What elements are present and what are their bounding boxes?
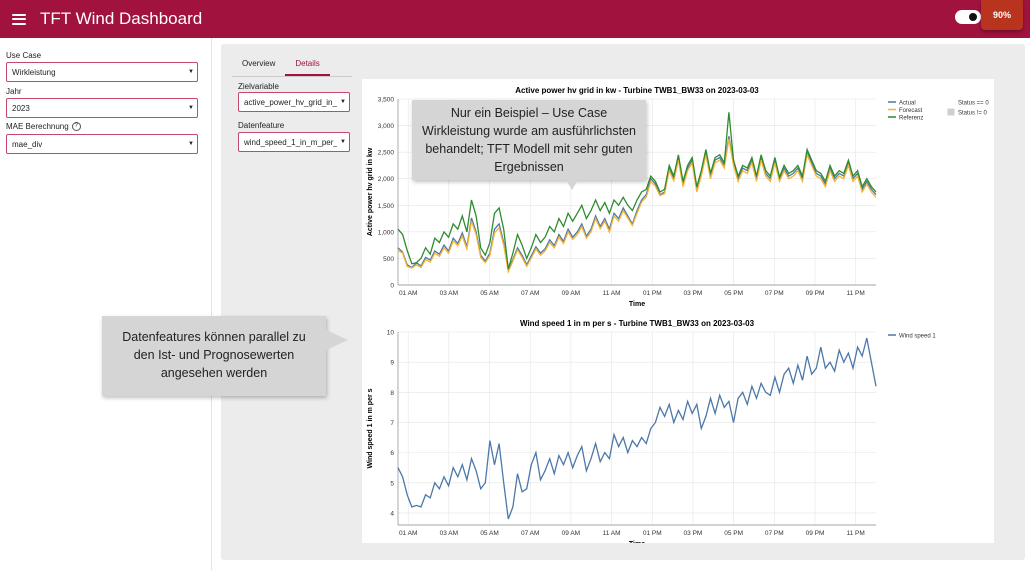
x-tick-label: 09 AM [562,530,580,537]
mae-label: MAE Berechnung [6,122,69,131]
chart-title: Wind speed 1 in m per s - Turbine TWB1_B… [520,319,755,328]
chevron-down-icon: ▼ [340,99,346,105]
y-tick-label: 6 [390,450,394,457]
sidebar [0,38,212,570]
zoom-badge: 90% [981,0,1023,30]
jahr-select[interactable]: 2023 ▼ [6,98,198,118]
legend-label: Wind speed 1 [899,333,936,339]
x-tick-label: 01 PM [643,290,662,297]
y-tick-label: 8 [390,390,394,397]
x-tick-label: 07 AM [521,290,539,297]
x-tick-label: 01 PM [643,530,662,537]
y-tick-label: 2,500 [378,150,395,157]
x-tick-label: 09 AM [562,290,580,297]
y-tick-label: 7 [390,420,394,427]
x-tick-label: 05 AM [480,290,498,297]
chart-title: Active power hv grid in kw - Turbine TWB… [515,86,759,95]
x-tick-label: 03 AM [440,290,458,297]
status-legend-label: Status != 0 [958,110,988,116]
x-tick-label: 07 AM [521,530,539,537]
legend-label: Actual [899,100,916,106]
use-case-select[interactable]: Wirkleistung ▼ [6,62,198,82]
x-tick-label: 11 PM [847,290,865,297]
toggle-knob [969,13,977,21]
annotation-left-pointer [326,330,348,350]
x-axis-label: Time [629,541,645,543]
mae-select[interactable]: mae_div ▼ [6,134,198,154]
x-tick-label: 01 AM [399,290,417,297]
x-tick-label: 05 PM [724,530,743,537]
y-tick-label: 2,000 [378,176,395,183]
y-axis-label: Wind speed 1 in m per s [367,388,374,468]
datenfeature-select[interactable]: wind_speed_1_in_m_per_s ▼ [238,132,350,152]
zielvariable-select[interactable]: active_power_hv_grid_in_kw ▼ [238,92,350,112]
y-tick-label: 3,500 [378,97,395,104]
use-case-label: Use Case [6,51,42,60]
y-tick-label: 5 [390,480,394,487]
hamburger-menu-icon[interactable] [12,13,26,25]
jahr-label: Jahr [6,87,22,96]
legend-label: Forecast [899,108,923,114]
series-line-wind-speed-1 [397,337,877,520]
zielvariable-value: active_power_hv_grid_in_kw [244,97,337,107]
chevron-down-icon: ▼ [340,139,346,145]
top-app-bar: TFT Wind Dashboard [0,0,1030,38]
legend-label: Referenz [899,115,923,121]
jahr-value: 2023 [12,103,30,113]
x-tick-label: 07 PM [765,530,784,537]
theme-toggle[interactable] [955,10,981,24]
datenfeature-label: Datenfeature [238,121,285,130]
y-tick-label: 9 [390,360,394,367]
y-tick-label: 0 [390,283,394,290]
chevron-down-icon: ▼ [188,141,194,147]
zielvariable-label: Zielvariable [238,82,279,91]
series-line-forecast [397,138,877,274]
y-tick-label: 10 [387,330,395,337]
datenfeature-value: wind_speed_1_in_m_per_s [244,137,337,147]
x-tick-label: 01 AM [399,530,417,537]
use-case-value: Wirkleistung [12,67,56,77]
chevron-down-icon: ▼ [188,105,194,111]
y-tick-label: 1,500 [378,203,395,210]
charts-svg: Active power hv grid in kw - Turbine TWB… [367,86,989,543]
tab-details[interactable]: Details [285,54,330,76]
x-tick-label: 11 PM [847,530,865,537]
tab-overview[interactable]: Overview [242,59,276,68]
x-tick-label: 09 PM [806,290,825,297]
y-tick-label: 1,000 [378,229,395,236]
tab-divider [232,76,352,77]
x-tick-label: 05 PM [724,290,743,297]
annotation-top-pointer [566,180,578,190]
help-icon[interactable]: ? [71,122,81,132]
x-tick-label: 11 AM [603,290,621,297]
x-axis-label: Time [629,301,645,308]
mae-value: mae_div [12,139,43,149]
x-tick-label: 07 PM [765,290,784,297]
app-title: TFT Wind Dashboard [40,9,203,28]
status-legend-label: Status == 0 [958,100,989,106]
mae-label-row: MAE Berechnung? [6,122,81,132]
x-tick-label: 03 AM [440,530,458,537]
x-tick-label: 05 AM [480,530,498,537]
status-legend-swatch [947,98,955,106]
status-legend-swatch [947,108,955,116]
x-tick-label: 03 PM [684,290,703,297]
x-tick-label: 09 PM [806,530,825,537]
annotation-top: Nur ein Beispiel – Use Case Wirkleistung… [412,100,646,180]
y-tick-label: 3,000 [378,123,395,130]
y-tick-label: 4 [390,510,394,517]
y-tick-label: 500 [383,256,394,263]
x-tick-label: 03 PM [684,530,703,537]
y-axis-label: Active power hv grid in kw [367,147,374,236]
tab-bar: Overview Details [232,54,330,76]
series-line-referenz [397,112,877,270]
annotation-left: Datenfeatures können parallel zu den Ist… [102,316,326,396]
chevron-down-icon: ▼ [188,69,194,75]
x-tick-label: 11 AM [603,530,621,537]
